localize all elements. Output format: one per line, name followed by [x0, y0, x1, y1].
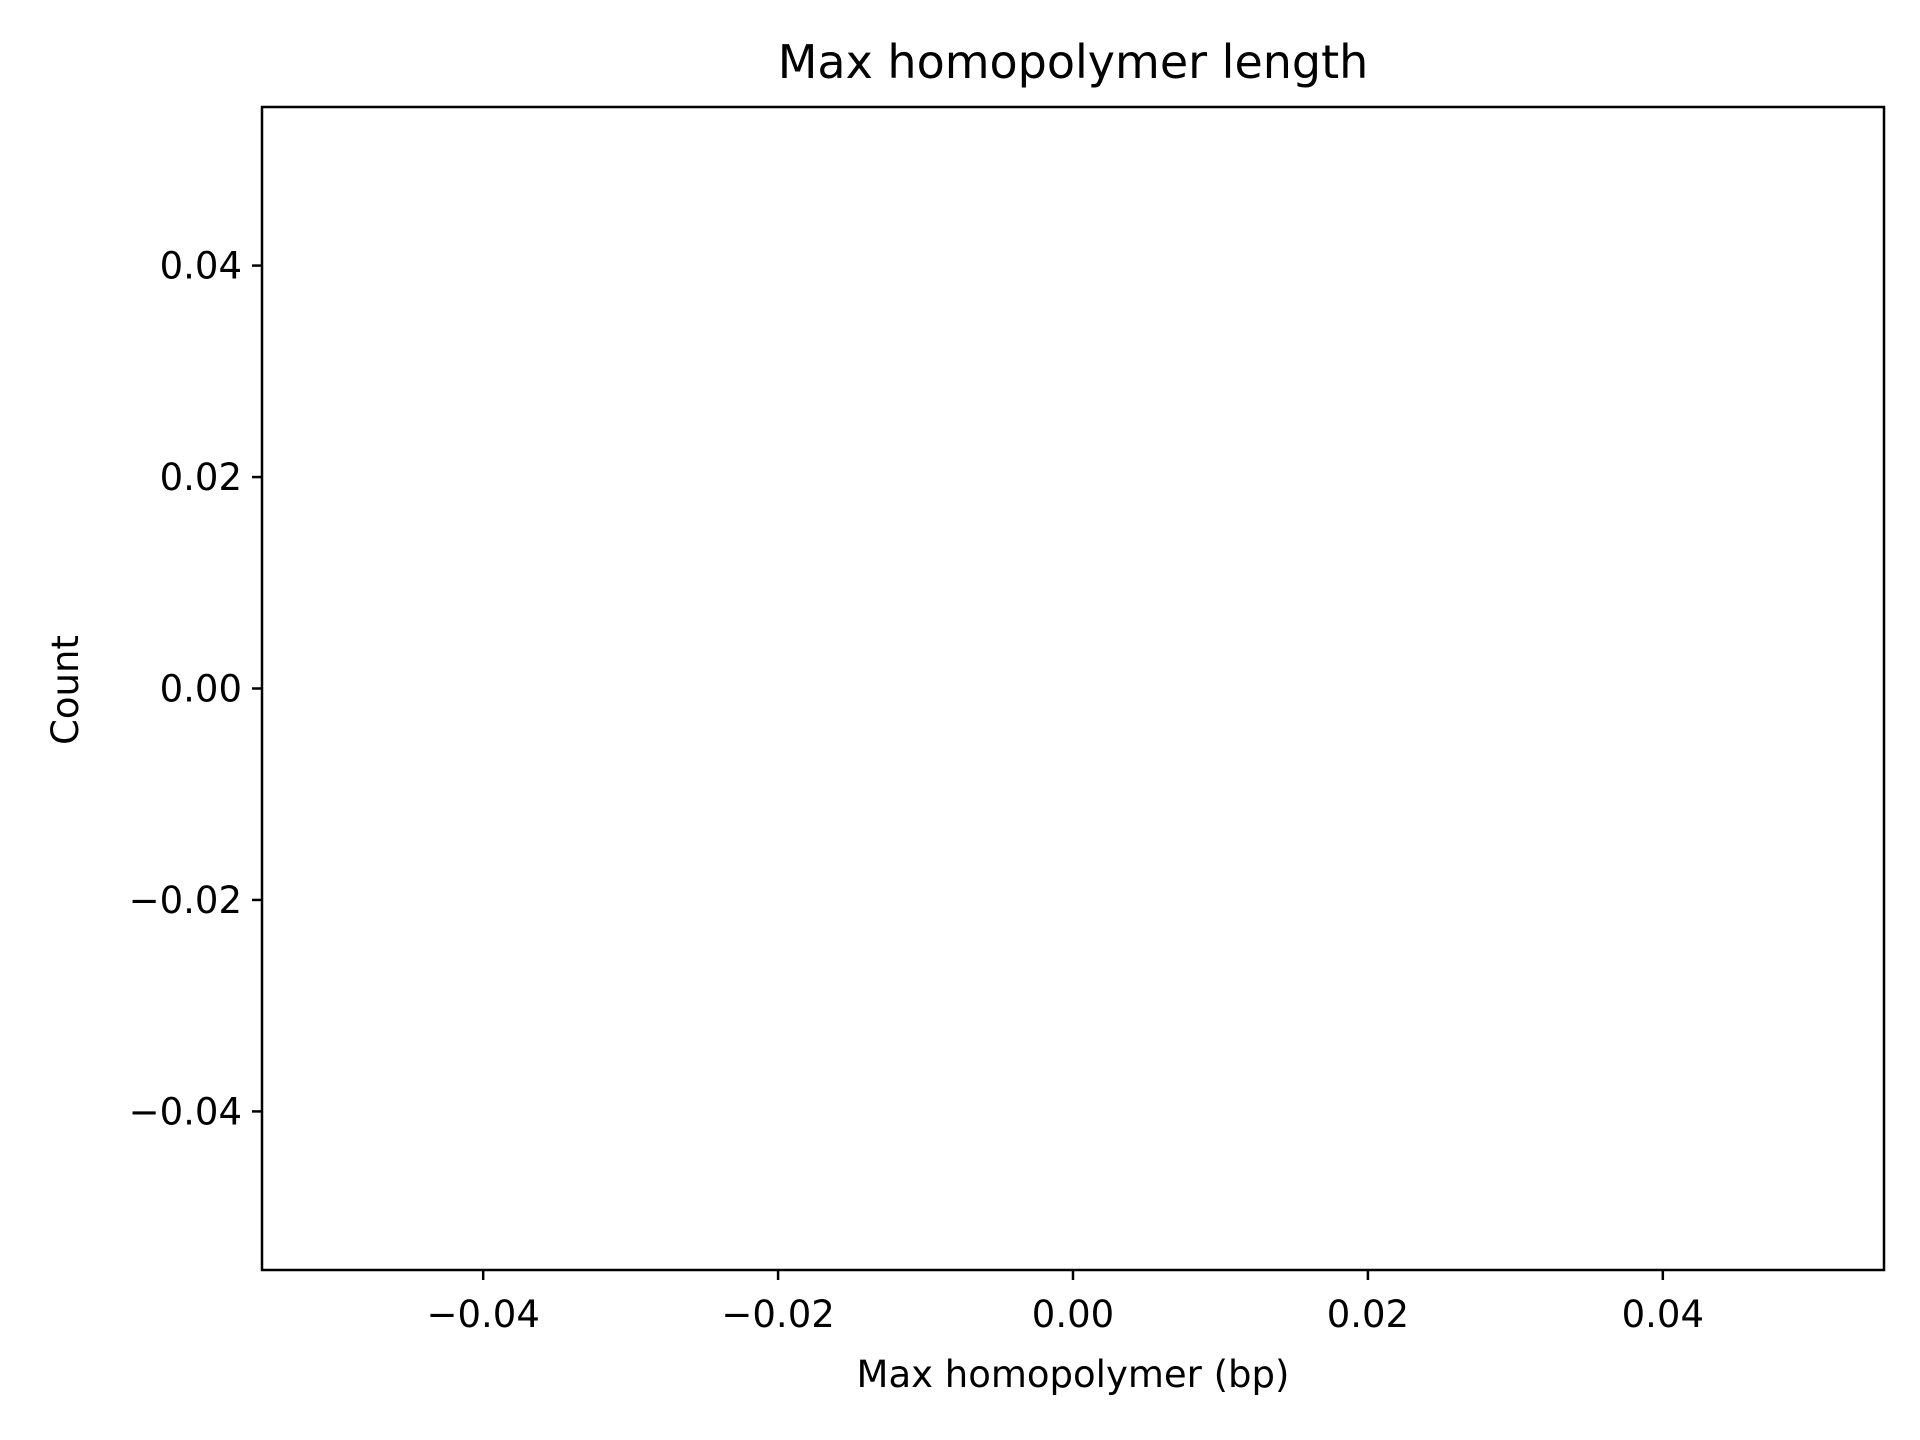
x-tick-label: 0.02 [1327, 1293, 1409, 1336]
x-tick-label: −0.04 [426, 1293, 539, 1336]
y-tick-label: 0.02 [160, 456, 242, 499]
x-tick-label: 0.00 [1032, 1293, 1114, 1336]
y-axis-ticks: −0.04 −0.02 0.00 0.02 0.04 [129, 245, 262, 1133]
y-tick-label: 0.00 [160, 668, 242, 711]
y-axis-label: Count [44, 635, 87, 745]
x-axis-ticks: −0.04 −0.02 0.00 0.02 0.04 [426, 1270, 1704, 1336]
x-tick-label: −0.02 [721, 1293, 834, 1336]
chart-title: Max homopolymer length [778, 35, 1369, 89]
plot-area-frame [260, 105, 1886, 1272]
y-tick-label: −0.02 [129, 879, 242, 922]
y-tick-label: 0.04 [160, 245, 242, 288]
y-tick-label: −0.04 [129, 1090, 242, 1133]
x-tick-label: 0.04 [1622, 1293, 1704, 1336]
x-axis-label: Max homopolymer (bp) [857, 1353, 1290, 1396]
